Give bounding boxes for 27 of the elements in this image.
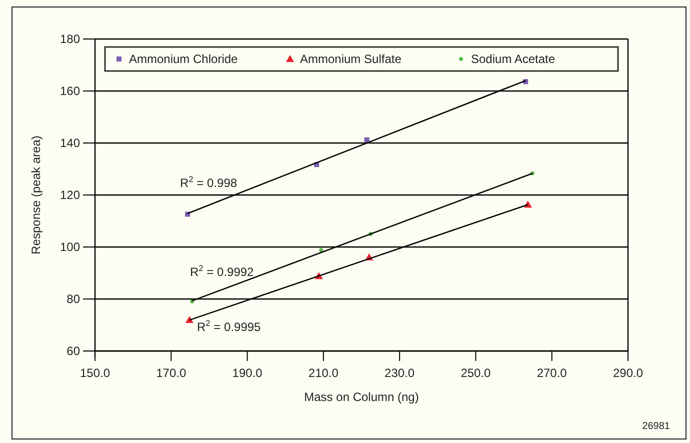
text: 26981 <box>642 421 670 432</box>
x-tick-label: 230.0 <box>384 366 415 380</box>
y-axis-title: Response (peak area) <box>29 136 43 254</box>
x-tick-label: 190.0 <box>232 366 263 380</box>
point <box>319 248 324 252</box>
legend-label: Ammonium Sulfate <box>300 52 402 66</box>
y-tick-label: 180 <box>60 32 80 46</box>
legend-label: Ammonium Chloride <box>129 52 238 66</box>
point <box>364 137 370 142</box>
point <box>185 316 194 324</box>
y-tick-label: 100 <box>60 240 80 254</box>
x-tick-label: 170.0 <box>156 366 186 380</box>
y-tick-label: 120 <box>60 188 80 202</box>
x-axis-title: Mass on Column (ng) <box>304 390 419 404</box>
y-tick-label: 160 <box>60 84 80 98</box>
y-tick-label: 60 <box>66 344 80 358</box>
legend-label: Sodium Acetate <box>471 52 556 66</box>
annotation: R$^{2}$ = 0.998 <box>180 174 238 190</box>
annotation: R$^{2}$ = 0.9995 <box>197 318 262 334</box>
x-tick-label: 250.0 <box>460 366 492 380</box>
y-tick-label: 140 <box>60 136 80 150</box>
y-tick-label: 80 <box>66 292 80 306</box>
annotation: R$^{2}$ = 0.9992 <box>190 263 254 279</box>
x-tick-label: 270.0 <box>536 366 568 380</box>
x-tick-label: 210.0 <box>308 366 339 380</box>
x-tick-label: 150.0 <box>80 366 110 380</box>
x-tick-label: 290.0 <box>612 366 644 380</box>
